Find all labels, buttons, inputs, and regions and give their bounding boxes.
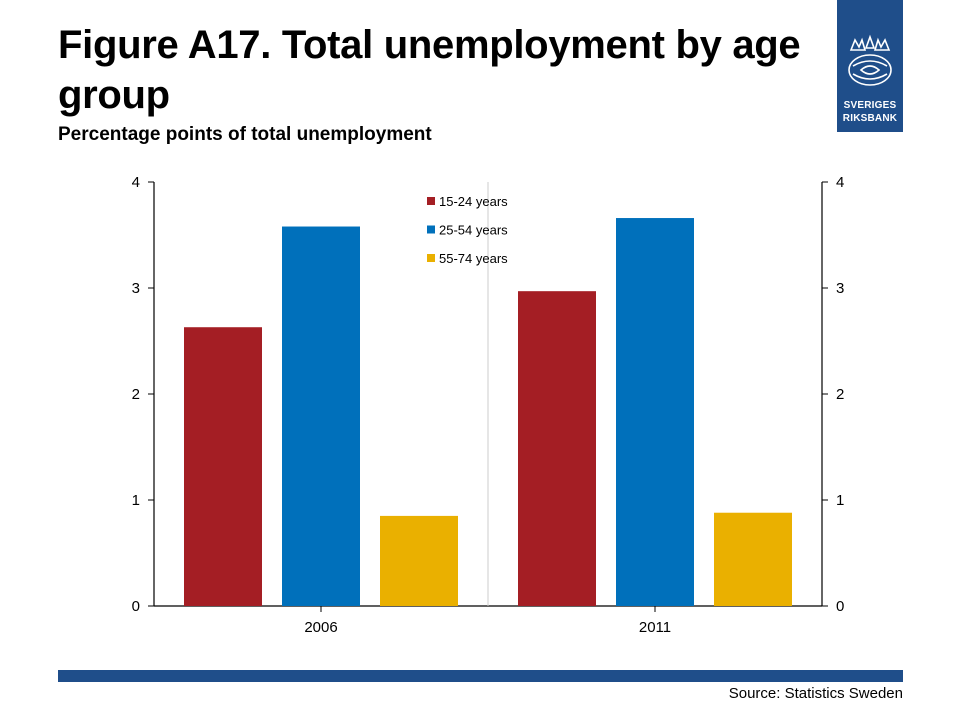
bar: [714, 512, 792, 606]
y-tick-label-right: 2: [836, 386, 844, 403]
source-note: Source: Statistics Sweden: [728, 685, 903, 702]
legend-label: 55-74 years: [439, 251, 508, 266]
legend-label: 25-54 years: [439, 223, 508, 238]
y-tick-label-right: 1: [836, 492, 844, 509]
legend-swatch: [427, 254, 435, 262]
chart-subtitle: Percentage points of total unemployment: [58, 124, 432, 145]
chart-title: Figure A17. Total unemployment by age gr…: [58, 23, 801, 117]
logo-text-line1: SVERIGES: [843, 100, 897, 111]
y-tick-label-left: 2: [132, 386, 140, 403]
legend-swatch: [427, 197, 435, 205]
y-tick-label-right: 4: [836, 174, 844, 191]
y-tick-label-right: 3: [836, 280, 844, 297]
logo-text-line2: RIKSBANK: [842, 113, 898, 124]
x-tick-label: 2006: [304, 619, 337, 636]
bar: [184, 327, 262, 606]
y-tick-label-left: 4: [132, 174, 140, 191]
bar: [616, 218, 694, 607]
bar: [518, 291, 596, 606]
crown-emblem-icon: [848, 34, 892, 86]
riksbank-logo: SVERIGES RIKSBANK: [837, 0, 903, 132]
legend-swatch: [427, 225, 435, 234]
y-tick-label-left: 3: [132, 280, 140, 297]
bar: [380, 515, 458, 606]
footer-bar: [58, 670, 903, 682]
plot-area: 0 0 1 1 2 2 3 3 4 4 2006 2011 15-24 years 25-54 years…: [132, 174, 845, 636]
y-tick-label-left: 0: [132, 598, 140, 615]
bar: [282, 226, 360, 606]
legend-label: 15-24 years: [439, 194, 508, 209]
y-tick-label-left: 1: [132, 492, 140, 509]
y-tick-label-right: 0: [836, 598, 844, 615]
x-tick-label: 2011: [639, 619, 671, 636]
